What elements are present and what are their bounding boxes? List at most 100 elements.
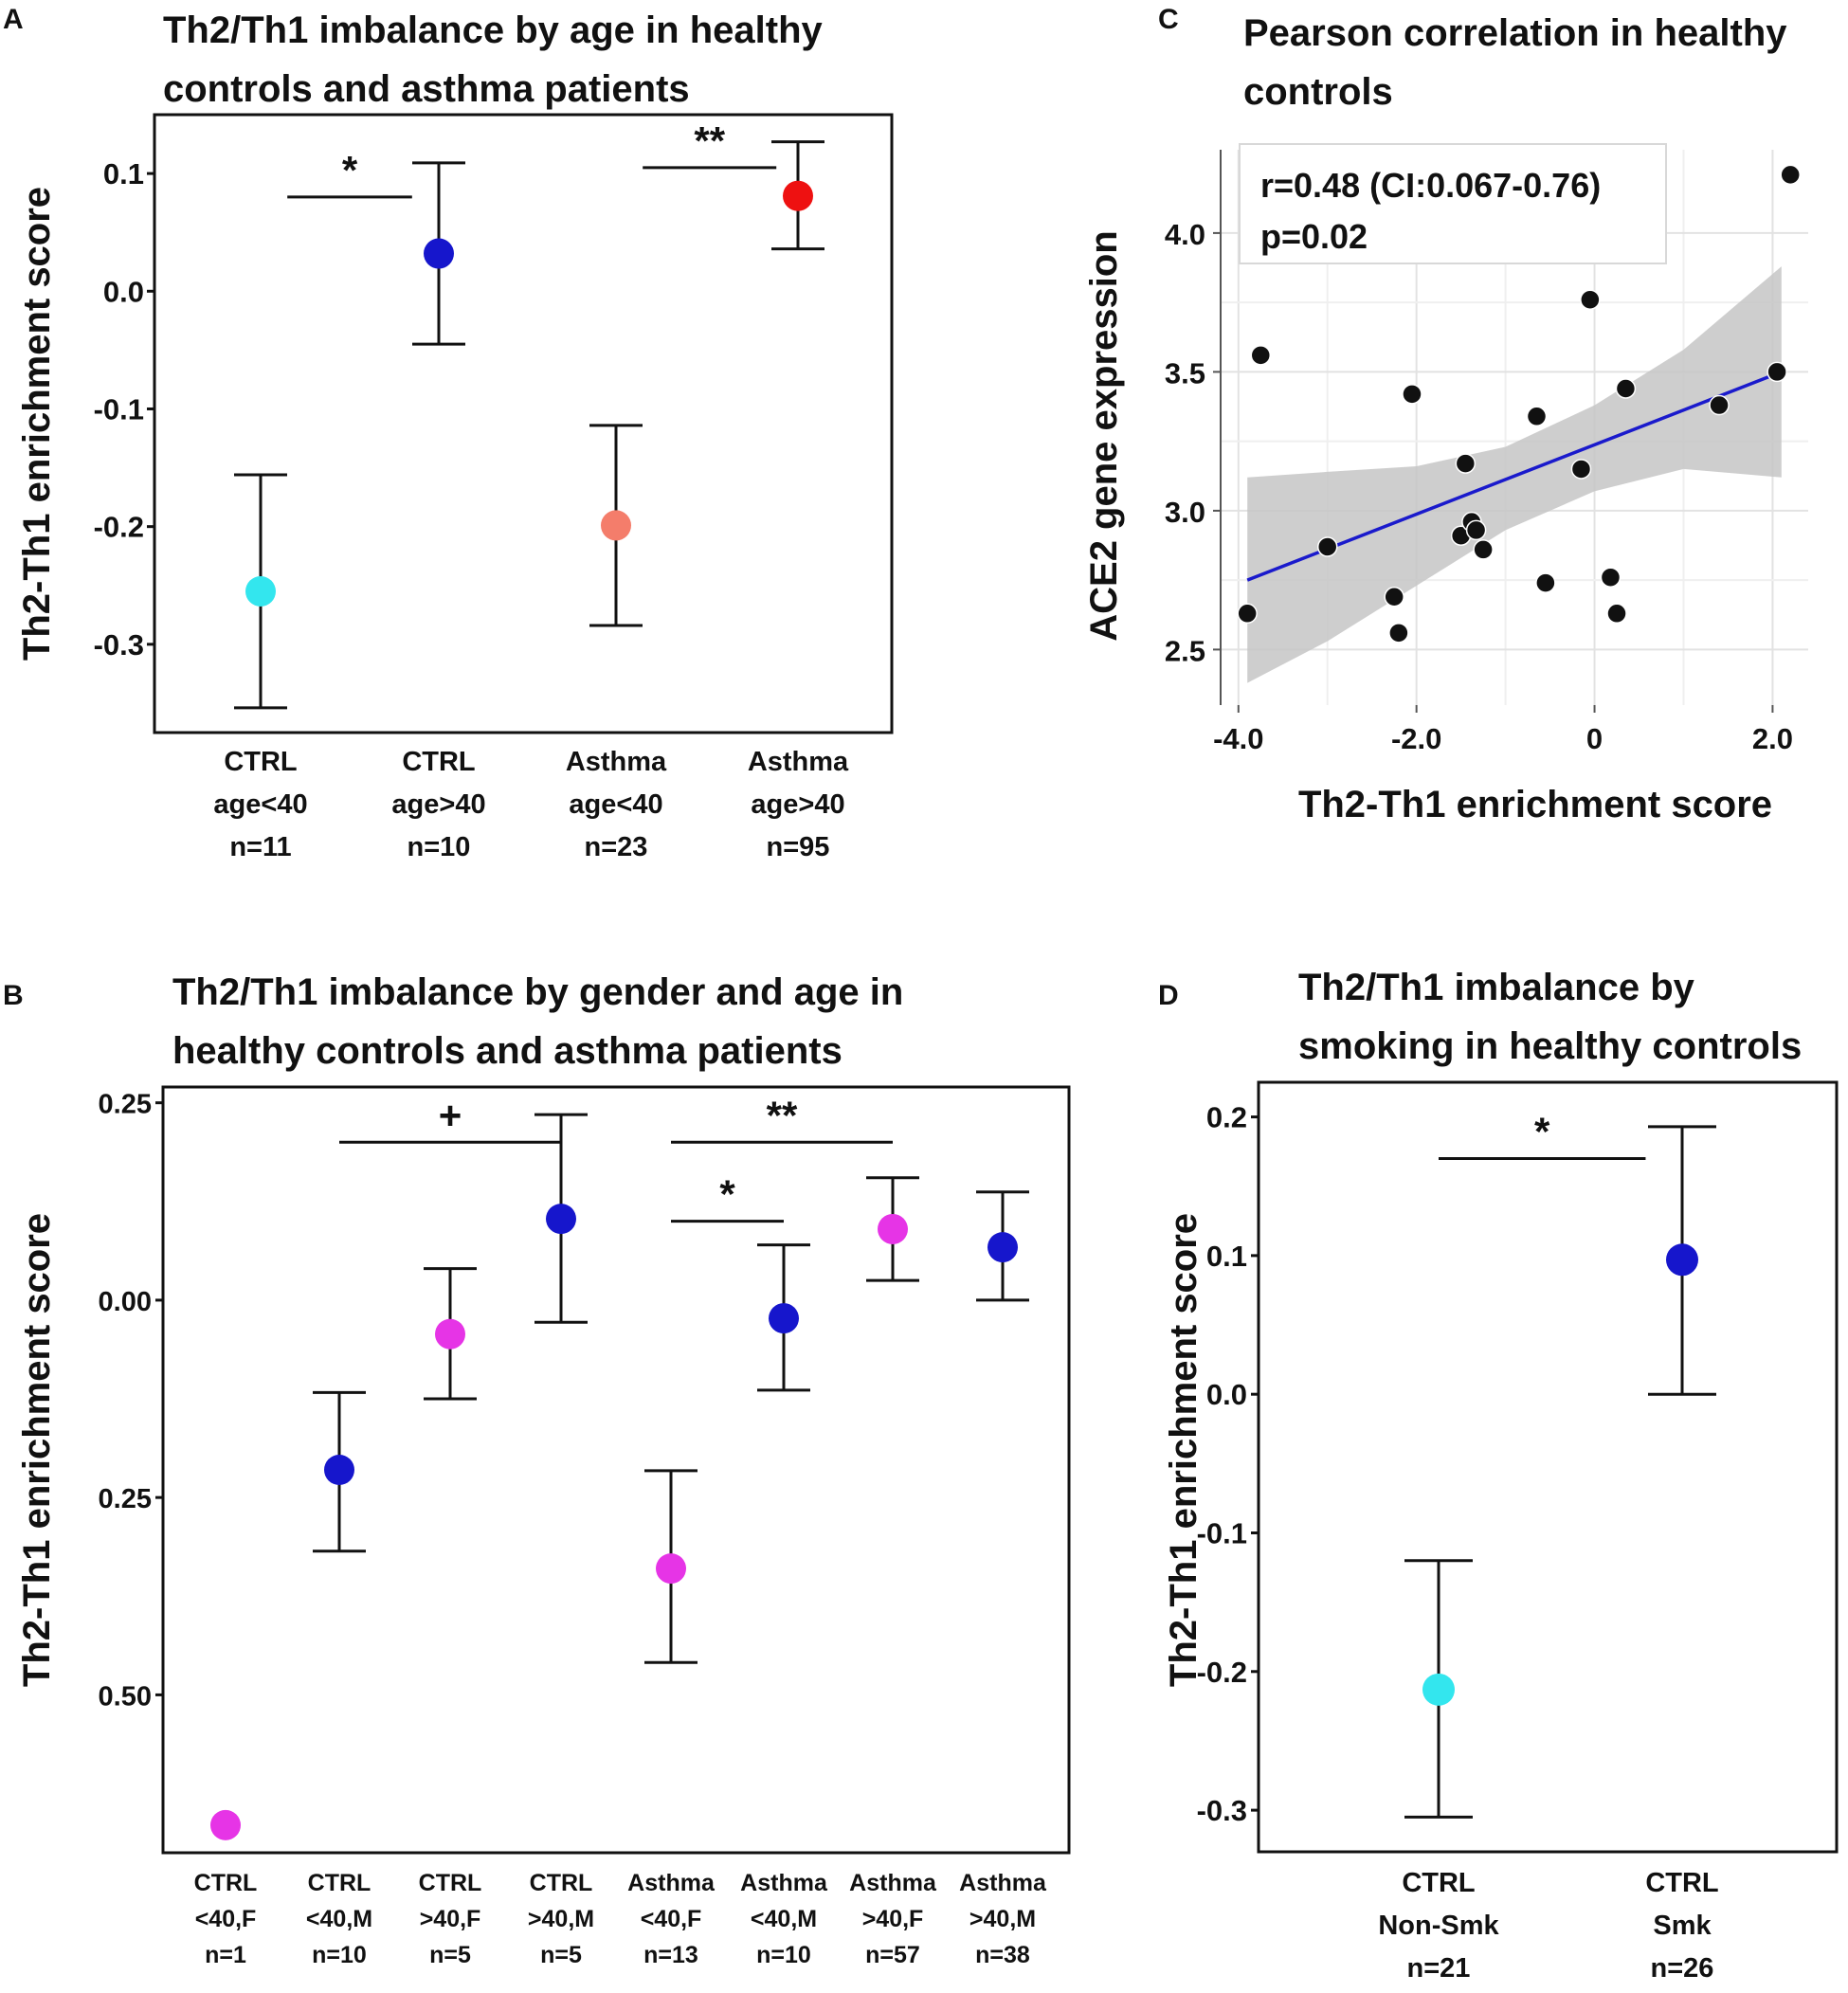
mean-point: [783, 180, 813, 211]
category-label: n=95: [767, 832, 830, 862]
panel-b: Th2/Th1 imbalance by gender and age in h…: [16, 971, 1071, 1968]
panel-d-y-tick-label: -0.3: [1197, 1794, 1247, 1827]
category-label: CTRL: [402, 747, 475, 777]
category-label: n=26: [1651, 1953, 1714, 1984]
panel-letter-c: C: [1158, 4, 1179, 35]
panel-b-title-line-1: Th2/Th1 imbalance by gender and age in: [172, 971, 903, 1013]
category-label: Asthma: [849, 1870, 937, 1896]
significance-label: +: [439, 1093, 462, 1137]
category-label: n=21: [1407, 1953, 1471, 1984]
category-label: age<40: [213, 789, 307, 820]
panel-a-plot-frame: [153, 113, 894, 734]
panel-a-title-line-2: controls and asthma patients: [163, 68, 690, 110]
category-label: n=5: [540, 1942, 582, 1968]
panel-a-y-tick-label: 0.1: [103, 157, 144, 190]
category-label: <40,F: [641, 1906, 702, 1932]
panel-b-category-labels: CTRL <40,F n=1 CTRL <40,M n=10 CTRL >40,F n=5 CTR…: [194, 1870, 1047, 1968]
panel-d-marks: *: [1404, 1109, 1716, 1819]
category-label: n=57: [865, 1942, 920, 1968]
panel-b-marks: + ***: [210, 1093, 1029, 1840]
data-point: [1606, 603, 1627, 625]
panel-a-marks: ***: [234, 118, 824, 710]
category-label: CTRL: [1645, 1868, 1718, 1898]
panel-d-category-labels: CTRL Non-Smk n=21 CTRL Smk n=26: [1378, 1868, 1718, 1984]
panel-b-y-tick-label: 0.00: [99, 1287, 152, 1317]
category-label: CTRL: [308, 1870, 371, 1896]
data-point: [1766, 361, 1787, 383]
panel-b-y-tick-label: 0.25: [99, 1484, 152, 1514]
category-label: n=13: [643, 1942, 698, 1968]
category-label: age<40: [569, 789, 662, 820]
mean-point: [987, 1232, 1018, 1263]
category-label: Smk: [1653, 1911, 1712, 1941]
panel-d-y-tick-label: -0.1: [1197, 1516, 1247, 1549]
significance-label: **: [694, 118, 725, 163]
data-point: [1473, 539, 1494, 560]
data-point: [1580, 289, 1601, 310]
category-label: CTRL: [419, 1870, 482, 1896]
category-label: n=23: [585, 832, 648, 862]
panel-d-plot-frame: [1257, 1080, 1839, 1854]
panel-d-y-tick-label: -0.2: [1197, 1656, 1247, 1689]
category-label: Asthma: [959, 1870, 1047, 1896]
data-point: [1455, 453, 1477, 474]
panel-d-title-line-1: Th2/Th1 imbalance by: [1298, 967, 1695, 1008]
panel-d-y-axis-label: Th2-Th1 enrichment score: [1163, 1213, 1205, 1687]
y-tick-label: 4.0: [1165, 218, 1205, 251]
data-point: [1709, 394, 1730, 416]
x-tick-label: -2.0: [1391, 722, 1441, 755]
panel-c-stats-box: [1239, 143, 1667, 264]
data-point: [1237, 603, 1258, 625]
mean-point: [1666, 1243, 1698, 1277]
panel-c-x-axis-label: Th2-Th1 enrichment score: [1298, 784, 1772, 825]
panel-letter-d: D: [1158, 980, 1179, 1011]
data-point: [1465, 519, 1487, 541]
panel-b-y-tick-label: 0.50: [99, 1681, 152, 1712]
mean-point: [601, 510, 631, 541]
panel-a-category-labels: CTRL age<40 n=11 CTRL age>40 n=10 Asthma age<40…: [213, 747, 849, 862]
category-label: Non-Smk: [1378, 1911, 1499, 1941]
panel-a-y-ticks: 0.1 0.0 -0.1 -0.2 -0.3: [94, 157, 154, 661]
panel-a-y-tick-label: -0.3: [94, 628, 144, 661]
category-label: CTRL: [530, 1870, 593, 1896]
category-label: n=10: [408, 832, 471, 862]
panel-b-plot-frame: [161, 1085, 1071, 1855]
category-label: >40,M: [969, 1906, 1036, 1932]
data-point: [1402, 384, 1422, 405]
data-point: [1615, 378, 1637, 399]
y-tick-label: 3.5: [1165, 356, 1205, 390]
category-label: CTRL: [1402, 1868, 1475, 1898]
category-label: <40,M: [306, 1906, 372, 1932]
data-point: [1570, 459, 1592, 480]
category-label: CTRL: [194, 1870, 258, 1896]
mean-point: [546, 1204, 576, 1235]
mean-point: [769, 1303, 799, 1334]
data-point: [1780, 164, 1801, 186]
significance-label: *: [342, 148, 358, 192]
panel-c-title-line-2: controls: [1243, 71, 1393, 113]
mean-point: [656, 1553, 686, 1585]
panel-letter-a: A: [3, 4, 24, 35]
panel-c-stat-p: p=0.02: [1260, 217, 1368, 256]
mean-point: [435, 1318, 465, 1350]
y-tick-label: 2.5: [1165, 634, 1205, 667]
data-point: [1384, 586, 1404, 607]
data-point: [1526, 406, 1548, 427]
data-point: [1250, 345, 1272, 366]
category-label: >40,F: [420, 1906, 481, 1932]
mean-point: [210, 1809, 241, 1840]
panel-a-y-tick-label: -0.1: [94, 392, 144, 426]
category-label: Asthma: [748, 747, 849, 777]
panel-b-title-line-2: healthy controls and asthma patients: [172, 1030, 842, 1072]
category-label: <40,M: [751, 1906, 817, 1932]
panel-a-y-tick-label: 0.0: [103, 275, 144, 308]
y-tick-label: 3.0: [1165, 496, 1205, 529]
mean-point: [324, 1455, 354, 1485]
panel-d-y-tick-label: 0.2: [1206, 1101, 1247, 1134]
panel-d-title-line-2: smoking in healthy controls: [1298, 1025, 1802, 1067]
category-label: n=10: [312, 1942, 367, 1968]
panel-c-title-line-1: Pearson correlation in healthy: [1243, 12, 1787, 54]
data-point: [1535, 572, 1556, 593]
mean-point: [878, 1213, 908, 1244]
category-label: n=38: [975, 1942, 1030, 1968]
